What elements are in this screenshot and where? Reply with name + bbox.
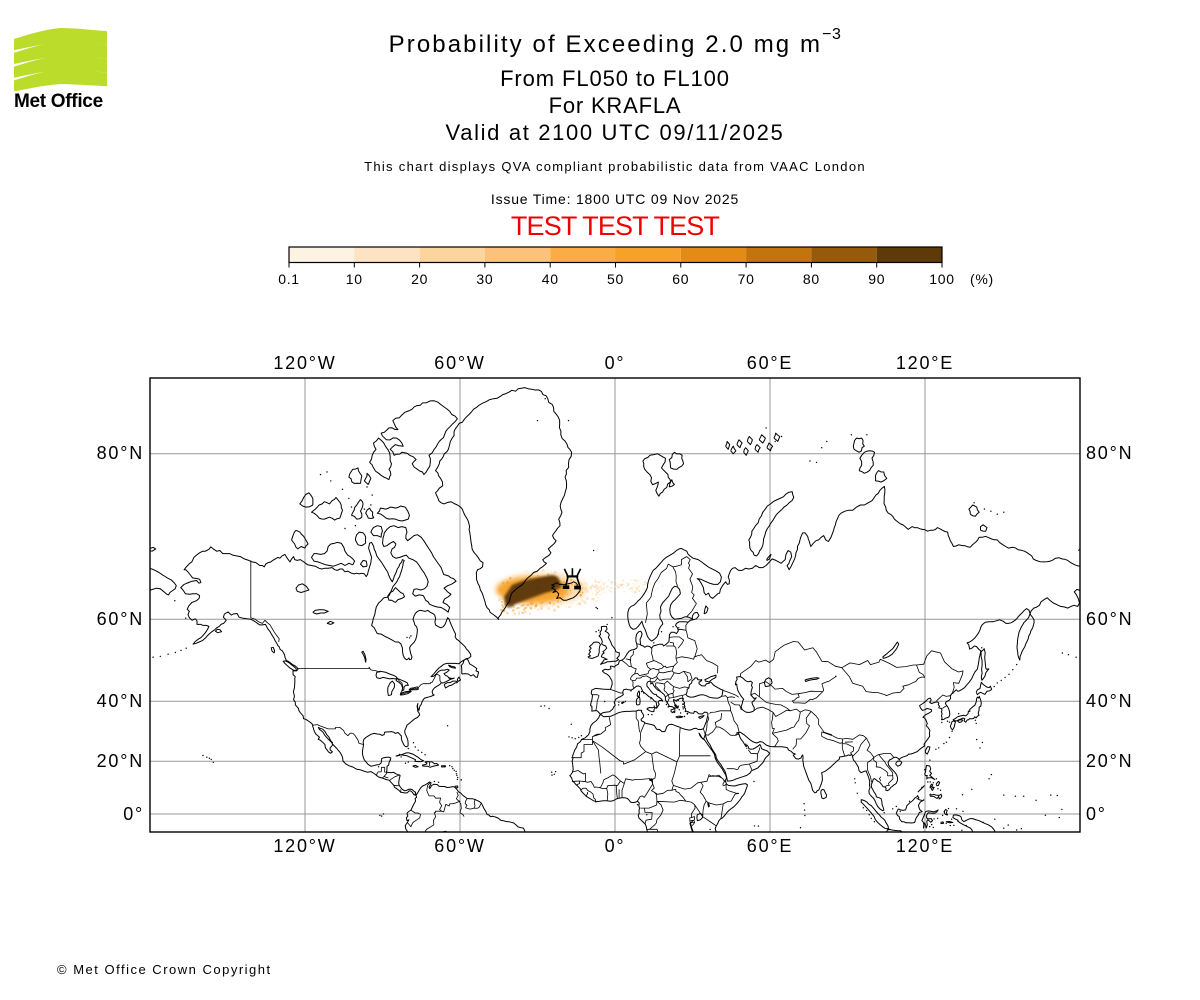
svg-text:0.1: 0.1 <box>278 271 300 287</box>
svg-text:20°N: 20°N <box>1086 751 1133 771</box>
svg-text:60: 60 <box>672 271 689 287</box>
svg-text:20°N: 20°N <box>97 751 144 771</box>
svg-text:60°E: 60°E <box>747 353 793 373</box>
svg-text:120°W: 120°W <box>273 353 336 373</box>
svg-text:0°: 0° <box>605 353 626 373</box>
svg-text:20: 20 <box>411 271 428 287</box>
svg-text:40°N: 40°N <box>1086 691 1133 711</box>
svg-text:30: 30 <box>476 271 493 287</box>
svg-text:80: 80 <box>803 271 820 287</box>
svg-text:60°W: 60°W <box>434 353 485 373</box>
svg-text:(%): (%) <box>970 271 994 287</box>
svg-text:0°: 0° <box>605 836 626 856</box>
svg-text:50: 50 <box>607 271 624 287</box>
svg-text:80°N: 80°N <box>1086 443 1133 463</box>
svg-text:60°N: 60°N <box>97 609 144 629</box>
svg-text:120°E: 120°E <box>896 836 954 856</box>
svg-text:40: 40 <box>542 271 559 287</box>
svg-text:0°: 0° <box>1086 804 1107 824</box>
svg-text:60°N: 60°N <box>1086 609 1133 629</box>
svg-text:120°E: 120°E <box>896 353 954 373</box>
svg-text:10: 10 <box>346 271 363 287</box>
svg-text:60°E: 60°E <box>747 836 793 856</box>
svg-text:100: 100 <box>929 271 954 287</box>
svg-text:0°: 0° <box>123 804 144 824</box>
svg-text:60°W: 60°W <box>434 836 485 856</box>
svg-text:120°W: 120°W <box>273 836 336 856</box>
svg-text:90: 90 <box>868 271 885 287</box>
svg-text:70: 70 <box>738 271 755 287</box>
svg-text:80°N: 80°N <box>97 443 144 463</box>
svg-text:40°N: 40°N <box>97 691 144 711</box>
